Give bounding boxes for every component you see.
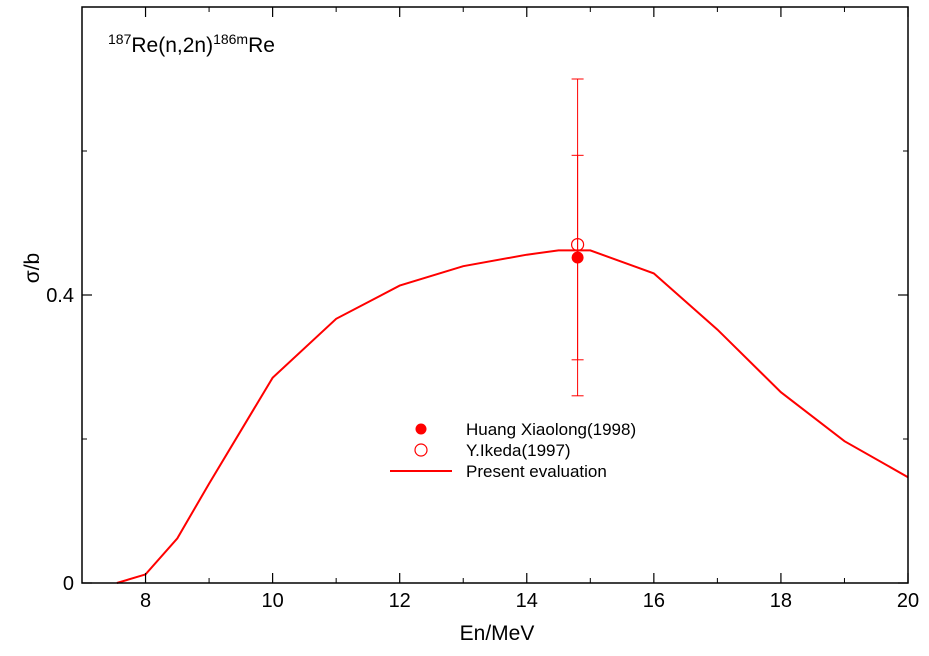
legend-label: Y.Ikeda(1997) [466, 441, 571, 460]
legend-marker-open [414, 443, 428, 457]
plot-frame [81, 6, 909, 584]
x-tick-label: 18 [770, 590, 792, 612]
title-post: Re [248, 34, 275, 57]
x-tick-label: 10 [261, 590, 283, 612]
x-tick-label: 20 [897, 590, 919, 612]
plot-layer [116, 78, 909, 584]
title-mid-superscript: 186m [213, 31, 248, 47]
legend-label: Huang Xiaolong(1998) [466, 420, 636, 439]
legend-label: Present evaluation [466, 462, 607, 481]
y-tick-label: 0.4 [46, 285, 74, 307]
x-axis-label: En/MeV [460, 622, 535, 645]
axis-layer: 8 10 12 14 16 18 20 0 0.4 [46, 6, 919, 612]
title-pre-superscript: 187 [108, 31, 132, 47]
legend-marker-filled [415, 423, 427, 435]
x-tick-label: 14 [516, 590, 538, 612]
x-tick-label: 16 [643, 590, 665, 612]
y-axis-label: σ/b [21, 253, 44, 283]
x-tick-label: 12 [389, 590, 411, 612]
chart-title: 187Re(n,2n)186mRe [108, 31, 275, 57]
y-tick-label: 0 [63, 573, 74, 595]
legend: Huang Xiaolong(1998) Y.Ikeda(1997) Present… [390, 420, 636, 481]
x-tick-label: 8 [140, 590, 151, 612]
title-main: Re(n,2n) [131, 34, 213, 57]
evaluation-line [116, 249, 909, 584]
